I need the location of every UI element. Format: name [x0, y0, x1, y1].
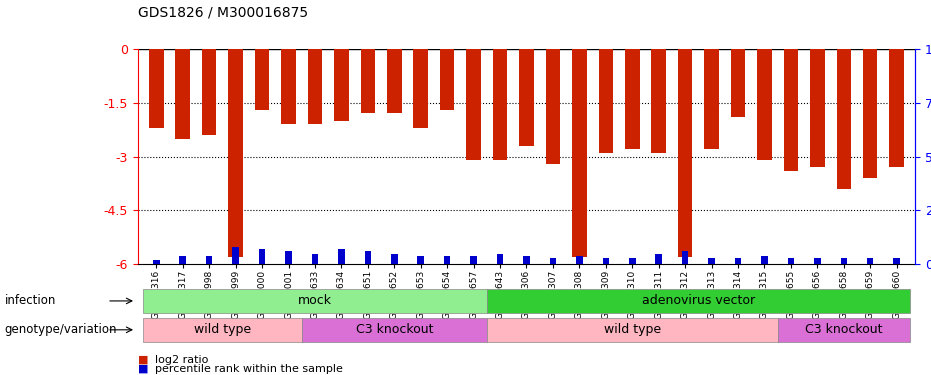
Text: C3 knockout: C3 knockout: [356, 323, 433, 336]
Bar: [625, 49, 640, 149]
Bar: [841, 258, 847, 264]
Bar: [894, 258, 900, 264]
Bar: [206, 256, 212, 264]
Bar: [599, 49, 614, 153]
Bar: [678, 49, 693, 257]
Text: GDS1826 / M300016875: GDS1826 / M300016875: [138, 6, 308, 20]
Bar: [889, 49, 904, 167]
Bar: [312, 254, 318, 264]
Bar: [788, 258, 794, 264]
Bar: [629, 258, 636, 264]
Text: mock: mock: [298, 294, 332, 307]
Bar: [602, 258, 609, 264]
Bar: [281, 49, 296, 124]
Bar: [470, 256, 477, 264]
Bar: [837, 49, 851, 189]
Bar: [549, 258, 556, 264]
Bar: [731, 49, 746, 117]
Bar: [180, 256, 186, 264]
Text: ■: ■: [138, 355, 148, 365]
Bar: [655, 254, 662, 264]
Text: log2 ratio: log2 ratio: [155, 355, 208, 365]
Bar: [255, 49, 269, 110]
Bar: [417, 256, 424, 264]
Bar: [444, 256, 451, 264]
Bar: [735, 258, 741, 264]
Bar: [202, 49, 216, 135]
Bar: [259, 249, 265, 264]
Bar: [497, 254, 504, 264]
Text: genotype/variation: genotype/variation: [5, 323, 117, 336]
Bar: [228, 49, 243, 257]
Bar: [814, 258, 820, 264]
Bar: [387, 49, 401, 113]
Bar: [285, 251, 291, 264]
Bar: [576, 256, 583, 264]
Text: ■: ■: [138, 364, 148, 374]
Bar: [652, 49, 666, 153]
Bar: [149, 49, 164, 128]
Bar: [784, 49, 798, 171]
Bar: [523, 256, 530, 264]
Text: percentile rank within the sample: percentile rank within the sample: [155, 364, 343, 374]
Bar: [492, 49, 507, 160]
Bar: [307, 49, 322, 124]
Bar: [175, 49, 190, 139]
Bar: [413, 49, 428, 128]
Bar: [681, 251, 688, 264]
Bar: [546, 49, 560, 164]
Bar: [757, 49, 772, 160]
Text: C3 knockout: C3 knockout: [805, 323, 883, 336]
Text: infection: infection: [5, 294, 56, 307]
Bar: [439, 49, 454, 110]
Bar: [704, 49, 719, 149]
Bar: [519, 49, 533, 146]
Bar: [810, 49, 825, 167]
Bar: [233, 247, 239, 264]
Bar: [708, 258, 715, 264]
Bar: [863, 49, 878, 178]
Text: wild type: wild type: [603, 323, 661, 336]
Text: wild type: wild type: [194, 323, 251, 336]
Bar: [338, 249, 344, 264]
Bar: [153, 260, 159, 264]
Bar: [466, 49, 481, 160]
Bar: [762, 256, 768, 264]
Bar: [867, 258, 873, 264]
Bar: [365, 251, 371, 264]
Bar: [360, 49, 375, 113]
Bar: [391, 254, 398, 264]
Bar: [334, 49, 349, 121]
Text: adenovirus vector: adenovirus vector: [641, 294, 755, 307]
Bar: [572, 49, 587, 257]
